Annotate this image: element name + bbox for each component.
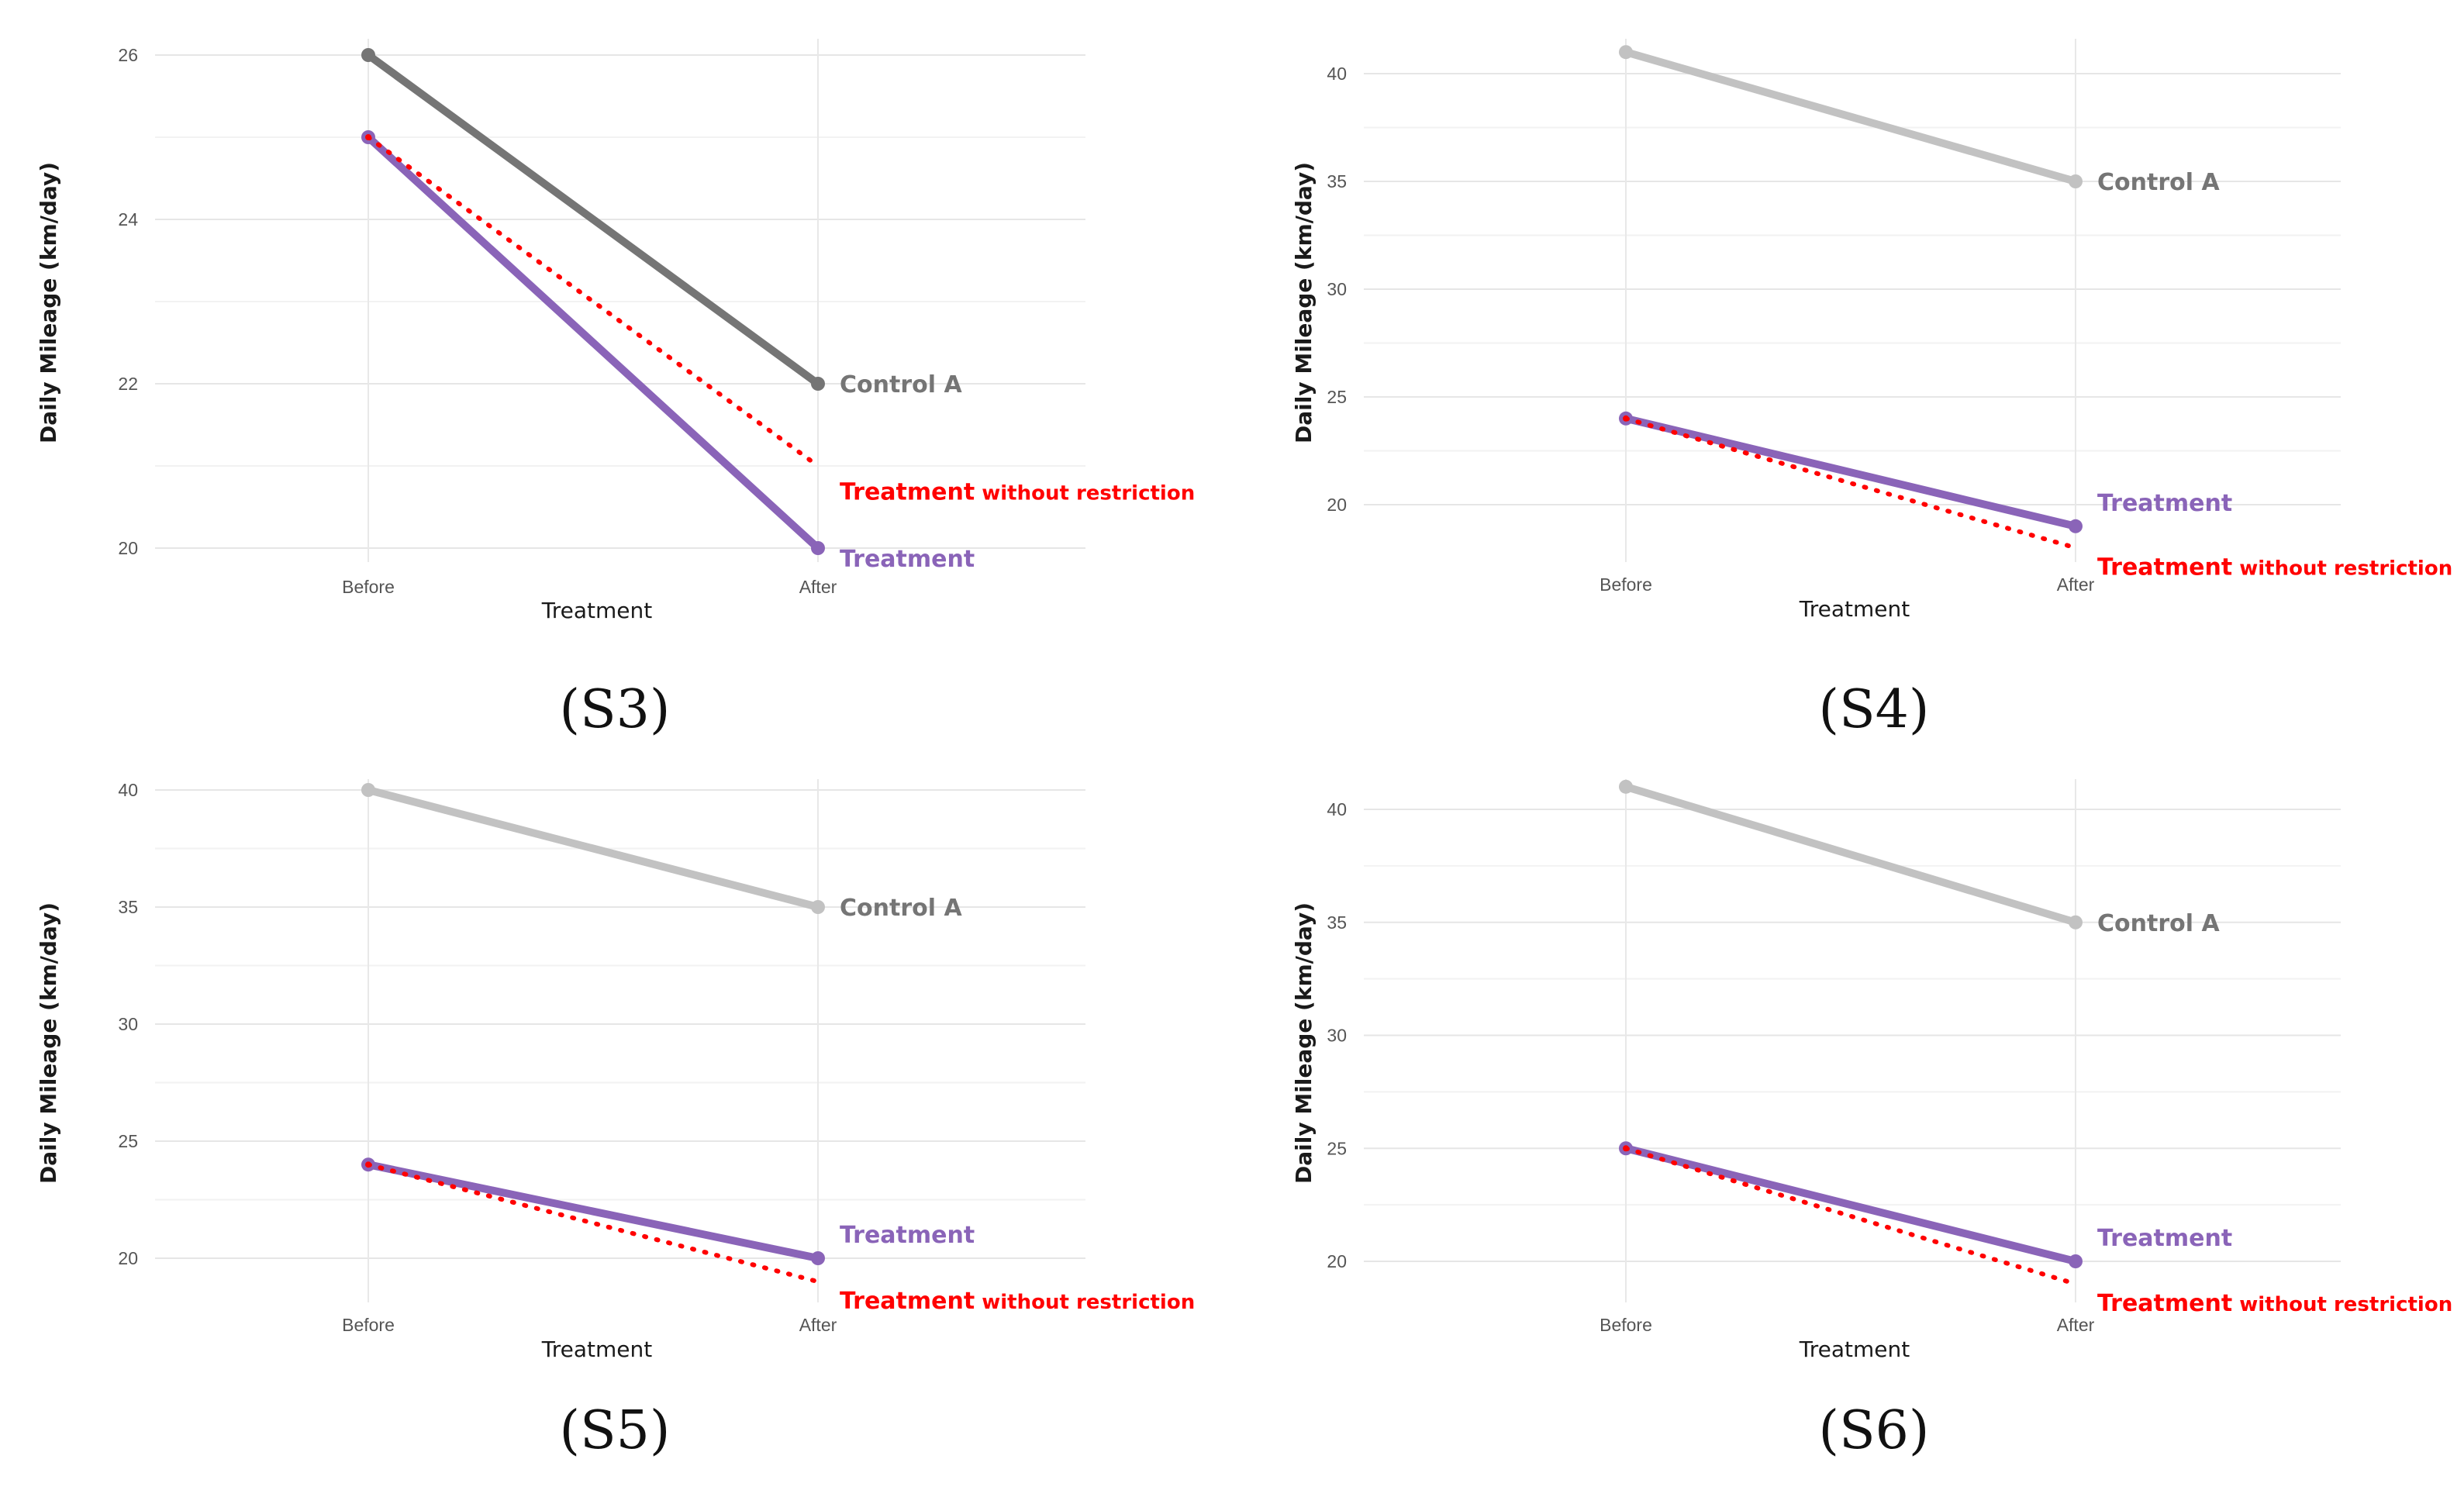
chart-panel-s4: 20 25 30 35 40 Before After Treatment Daily Mile… xyxy=(1291,39,2452,622)
series-line-control-a xyxy=(1622,48,2079,185)
series-label-treatment-without-restriction: Treatment without restriction xyxy=(840,1288,1195,1315)
x-axis-title: Treatment xyxy=(1799,1337,1910,1362)
y-tick-label: 26 xyxy=(118,45,138,65)
panel-label-s4: (S4) xyxy=(1818,679,1930,740)
x-tick-label: Before xyxy=(342,1315,395,1335)
series-line-treatment-without-restriction xyxy=(1624,1146,2078,1287)
data-point-treatment xyxy=(811,541,825,555)
series-label-treatment: Treatment xyxy=(840,1222,975,1249)
x-tick-label: After xyxy=(799,577,837,597)
x-axis-title: Treatment xyxy=(1799,596,1910,622)
y-tick-label: 40 xyxy=(1327,799,1347,819)
y-tick-label: 30 xyxy=(1327,279,1347,299)
panel-label-s6: (S6) xyxy=(1818,1400,1930,1461)
series-line-treatment xyxy=(1622,1144,2079,1265)
x-axis-title: Treatment xyxy=(541,1337,652,1362)
data-point-control-a xyxy=(811,900,825,914)
y-tick-label: 30 xyxy=(118,1014,138,1034)
y-tick-label: 20 xyxy=(118,1248,138,1268)
data-point-treatment xyxy=(2069,519,2083,533)
chart-panel-s5: 20 25 30 35 40 Before After Treatment Daily Mile… xyxy=(36,779,1195,1362)
series-line-control-a xyxy=(1622,782,2079,926)
y-axis-title: Daily Mileage (km/day) xyxy=(1291,902,1317,1184)
series-line-treatment xyxy=(1622,414,2079,530)
x-tick-label: Before xyxy=(1600,574,1652,595)
y-axis-title: Daily Mileage (km/day) xyxy=(36,902,61,1184)
data-point-treatment xyxy=(811,1251,825,1265)
series-label-treatment: Treatment xyxy=(2097,1225,2232,1252)
x-tick-label: After xyxy=(799,1315,837,1335)
data-point-control-a xyxy=(2069,915,2083,930)
y-axis-title: Daily Mileage (km/day) xyxy=(36,162,61,443)
y-tick-label: 22 xyxy=(118,374,138,394)
data-point-treatment-without-restriction xyxy=(365,1161,371,1168)
series-label-control-a: Control A xyxy=(840,371,962,398)
y-tick-label: 25 xyxy=(1327,1138,1347,1158)
x-axis-title: Treatment xyxy=(541,598,652,623)
data-point-control-a xyxy=(811,377,825,391)
series-line-control-a xyxy=(364,786,822,911)
panel-label-s5: (S5) xyxy=(559,1400,671,1461)
series-line-treatment-without-restriction xyxy=(366,1162,820,1285)
y-tick-label: 35 xyxy=(1327,912,1347,933)
x-tick-label: Before xyxy=(342,577,395,597)
x-tick-label: After xyxy=(2057,574,2095,595)
series-label-treatment: Treatment xyxy=(2097,490,2232,517)
series-label-control-a: Control A xyxy=(2097,169,2220,196)
y-tick-label: 20 xyxy=(1327,495,1347,515)
data-point-treatment-without-restriction xyxy=(1623,415,1629,422)
data-point-control-a xyxy=(2069,174,2083,188)
x-tick-label: After xyxy=(2057,1315,2095,1335)
chart-panel-s6: 20 25 30 35 40 Before After Treatment Daily Mile… xyxy=(1291,779,2452,1362)
series-line-treatment xyxy=(364,1161,822,1262)
y-tick-label: 24 xyxy=(118,209,138,229)
y-tick-label: 30 xyxy=(1327,1026,1347,1046)
data-point-treatment xyxy=(2069,1254,2083,1268)
series-line-treatment-without-restriction xyxy=(1624,416,2078,550)
y-tick-label: 35 xyxy=(118,897,138,917)
y-tick-label: 20 xyxy=(1327,1251,1347,1271)
y-tick-label: 35 xyxy=(1327,171,1347,191)
data-point-control-a xyxy=(361,783,375,797)
y-tick-label: 25 xyxy=(1327,387,1347,407)
series-label-treatment-without-restriction: Treatment without restriction xyxy=(2097,1290,2452,1317)
x-tick-label: Before xyxy=(1600,1315,1652,1335)
series-line-treatment xyxy=(364,133,822,552)
series-label-treatment: Treatment xyxy=(840,546,975,573)
data-point-control-a xyxy=(1619,45,1633,60)
data-point-control-a xyxy=(1619,779,1633,794)
series-line-control-a xyxy=(364,51,822,388)
series-label-control-a: Control A xyxy=(2097,910,2220,937)
panel-label-s3: (S3) xyxy=(559,679,671,740)
series-label-treatment-without-restriction: Treatment without restriction xyxy=(840,479,1195,506)
y-tick-label: 40 xyxy=(1327,64,1347,84)
data-point-treatment-without-restriction xyxy=(365,134,371,140)
y-tick-label: 40 xyxy=(118,780,138,800)
y-tick-label: 20 xyxy=(118,538,138,558)
data-point-control-a xyxy=(361,48,375,62)
series-label-control-a: Control A xyxy=(840,895,962,922)
y-tick-label: 25 xyxy=(118,1131,138,1151)
series-label-treatment-without-restriction: Treatment without restriction xyxy=(2097,554,2452,581)
y-axis-title: Daily Mileage (km/day) xyxy=(1291,162,1317,443)
data-point-treatment-without-restriction xyxy=(1623,1145,1629,1152)
